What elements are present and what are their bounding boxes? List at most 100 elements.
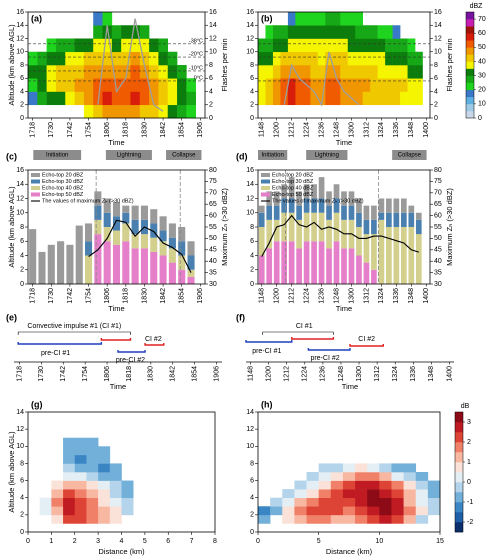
zh-line [261,214,419,257]
heat-cell [102,91,113,106]
y-axis-label: Altitude (km above AGL) [7,24,16,106]
bar-segment [85,255,93,284]
heat-cell [294,480,307,490]
bar-segment [103,227,111,242]
bar-segment [187,269,195,277]
colorbar-swatch [455,422,463,433]
heat-cell [177,78,187,92]
heat-cell [427,506,441,516]
heat-cell [330,506,344,516]
bar-segment [122,223,130,242]
heat-cell [63,454,76,464]
heat-cell [121,480,134,490]
y-tick-label: 10 [16,49,24,56]
x-tick-label: 0 [26,538,30,545]
heat-cell [407,65,416,79]
heat-cell [318,497,332,507]
heat-cell [28,65,38,79]
heat-cell [280,65,289,79]
heat-cell [109,506,122,516]
x-tick-label: 1718 [16,366,23,382]
heat-cell [392,38,401,53]
heat-cell [265,91,274,106]
panel-label: (b) [261,13,273,23]
heat-cell [377,78,386,92]
heat-cell [63,437,76,447]
bar-segment [112,244,121,284]
bar-segment [281,198,288,213]
heat-cell [167,78,178,92]
y-tick-label: 10 [246,49,254,56]
heat-cell [51,489,64,499]
bar-segment [273,191,280,206]
phase-label: Lightning [117,153,141,159]
heat-cell [392,51,401,66]
heat-cell [377,91,386,106]
heat-cell [325,91,334,106]
heat-cell [295,12,304,26]
heat-cell [158,104,169,119]
phase-box [306,150,348,160]
heat-cell [74,78,85,92]
x-tick-label: 1830 [141,288,148,304]
y-tick-label: 12 [246,195,254,202]
y-tick-label: 30 [434,281,442,288]
x-tick-label: 1148 [259,122,266,137]
y-tick-label: 0 [250,529,254,536]
y-tick-label: 40 [209,258,217,265]
panel-label: (h) [261,399,273,409]
y-tick-label: 12 [16,195,24,202]
x-tick-label: 3 [96,538,100,545]
heat-cell [385,91,393,106]
heat-cell [407,78,416,92]
x-tick-label: 1324 [392,366,399,382]
heat-cell [109,497,122,507]
bar-segment [333,241,340,284]
colorbar-swatch [466,33,474,41]
heat-cell [121,65,131,79]
x-tick-label: 1336 [393,122,400,138]
bar-segment [85,241,93,256]
x-tick-label: 1742 [67,122,74,138]
x-tick-label: 1148 [259,288,266,303]
y-tick-label: 16 [246,9,254,16]
heat-cell [102,65,113,79]
heat-cell [93,78,103,92]
heat-cell [74,51,85,66]
heat-cell [121,506,134,516]
x-tick-label: 1200 [274,122,281,138]
bar-segment [258,212,265,227]
y-tick-label: 10 [246,443,254,450]
bar-segment [371,205,377,220]
x-tick-label: 1312 [374,366,381,382]
y-axis-label: Maximum Zₕ (>30 dBZ) [445,188,454,266]
heat-cell [332,38,341,53]
bar-segment [266,191,273,206]
heat-cell [310,91,319,106]
y-axis-label: Altitude (km above AGL) [7,431,16,513]
bar-segment [122,241,130,284]
heat-cell [415,472,429,481]
heat-cell [63,463,76,473]
bar-segment [371,234,377,270]
legend-label: Echo-top 30 dBZ [272,179,314,185]
heat-cell [121,104,131,119]
x-tick-label: 1730 [38,366,45,382]
heat-cell [65,51,75,66]
heat-cell [332,78,341,92]
bar-segment [363,205,370,220]
period-line [291,337,335,340]
heat-cell [340,65,349,79]
bar-segment [311,184,317,199]
heat-cell [102,12,113,26]
heat-cell [310,12,319,26]
legend-swatch [31,186,40,190]
x-tick-label: 4 [120,538,124,545]
x-tick-label: 1754 [82,366,89,382]
bar-segment [356,212,362,227]
heat-cell [121,38,131,53]
x-tick-label: 1830 [148,366,155,382]
heat-cell [370,51,378,66]
heat-cell [407,91,416,106]
